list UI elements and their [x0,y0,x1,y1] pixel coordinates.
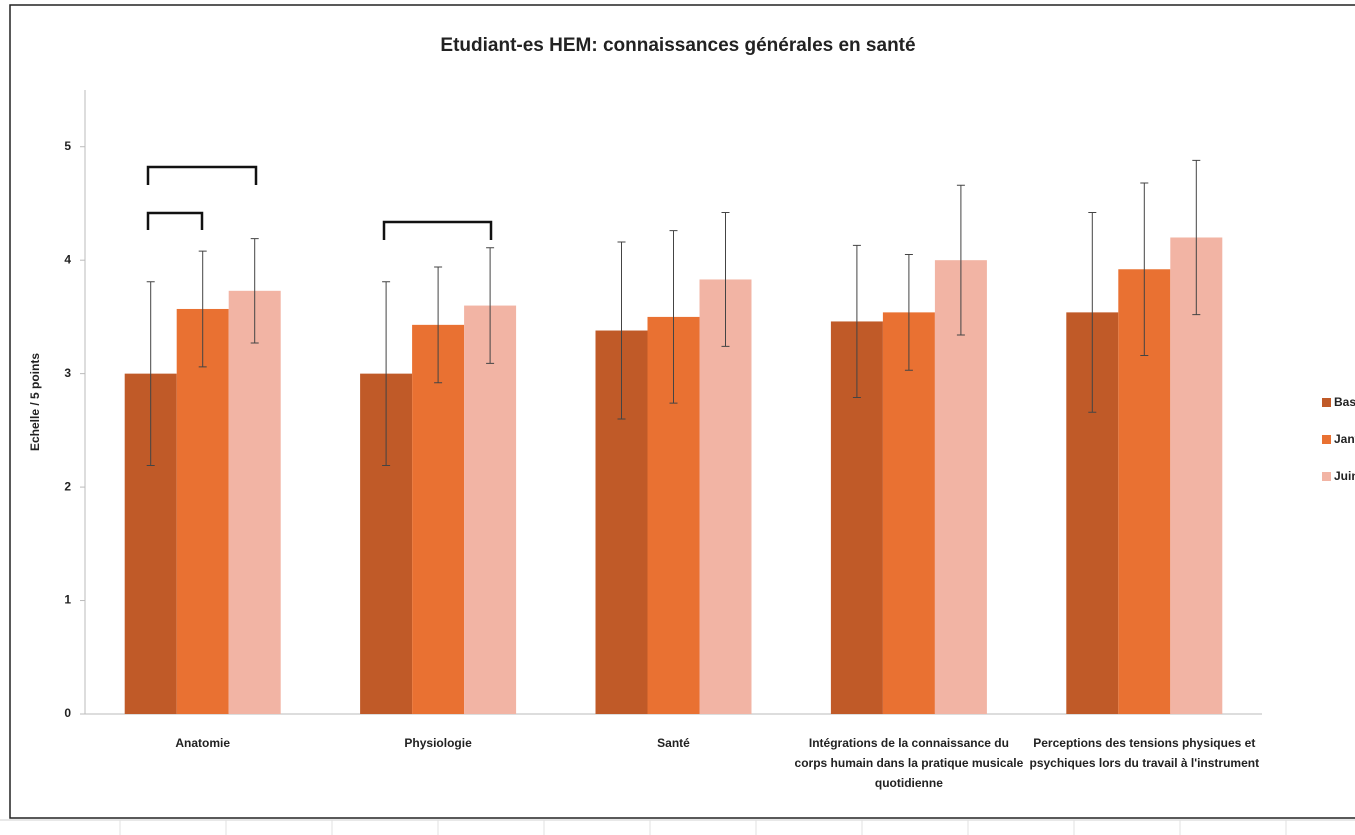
bar [176,308,229,714]
error-bar [250,238,259,344]
legend-swatch [1322,472,1331,481]
error-bar [617,241,626,420]
bar [699,279,752,714]
legend-label: Janvier [1334,432,1355,446]
y-tick-label: 4 [64,252,71,266]
bar [228,290,281,714]
y-tick-label: 5 [64,139,71,153]
error-bar [904,254,913,371]
y-tick-label: 1 [64,593,71,607]
error-bar [721,212,730,347]
error-bar [434,266,443,384]
bar [882,312,935,714]
y-axis-label: Echelle / 5 points [28,353,42,451]
x-tick-label: Intégrations de la connaissance du corps… [794,736,1024,790]
y-tick-label: 3 [64,366,71,380]
sheet-columns [119,820,1287,835]
x-tick-label: Santé [657,736,690,750]
bar [412,324,465,714]
error-bar [1088,212,1097,413]
x-tick-label: Physiologie [404,736,472,750]
error-bar [382,281,391,467]
error-bar [852,244,861,398]
significance-brackets [146,165,493,240]
error-bar [146,281,155,467]
bar [464,305,517,714]
error-bar [486,247,495,364]
error-bar [1140,182,1149,356]
chart-title: Etudiant-es HEM: connaissances générales… [440,35,915,56]
legend-label: Baseline [1334,395,1355,409]
x-tick-label: Perceptions des tensions physiques et ps… [1029,736,1260,770]
bar [934,260,987,714]
legend-swatch [1322,398,1331,407]
x-tick-label: Anatomie [175,736,231,750]
error-bar [956,184,965,336]
bar [1170,237,1223,714]
error-bar [669,230,678,404]
legend-label: Juin [1334,469,1355,483]
y-tick-label: 0 [64,706,71,720]
y-tick-label: 2 [64,479,71,493]
legend-swatch [1322,435,1331,444]
error-bar [198,250,207,368]
error-bar [1192,159,1201,316]
